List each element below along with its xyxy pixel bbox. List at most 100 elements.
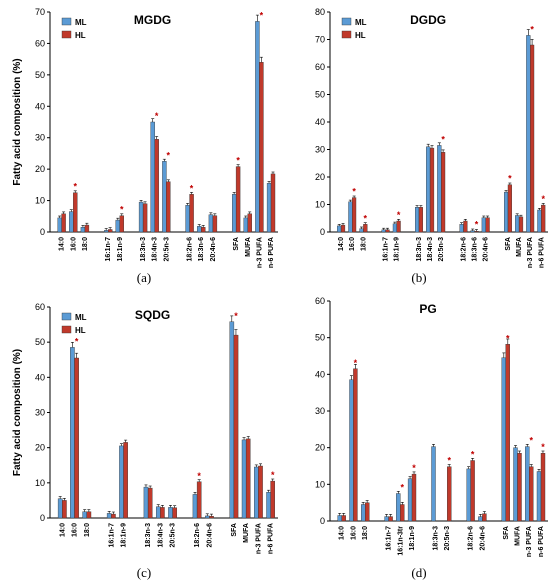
bar-hl <box>411 473 417 522</box>
bar-hl <box>196 481 202 519</box>
bar-ml <box>381 229 386 233</box>
category-label: n-6 PUFA <box>538 237 545 268</box>
significance-star: * <box>190 183 194 193</box>
significance-star: * <box>271 470 275 480</box>
category-label: 18:4n-3 <box>152 237 159 262</box>
y-tick-label: 10 <box>35 478 45 488</box>
y-tick-label: 20 <box>315 172 325 182</box>
category-label: n-3 PUFA <box>255 523 262 554</box>
legend-swatch-hl <box>61 30 72 39</box>
bar-ml <box>384 516 389 522</box>
bar-ml <box>359 228 364 233</box>
bar-ml <box>197 226 202 233</box>
category-label: 18:4n-3 <box>427 237 434 262</box>
significance-star: * <box>412 463 416 473</box>
legend-label-hl: HL <box>75 326 86 335</box>
bar-hl <box>463 220 468 233</box>
significance-star: * <box>541 194 545 204</box>
y-tick-label: 10 <box>315 200 325 210</box>
legend-label-ml: ML <box>75 313 87 322</box>
category-label: 18:2n-6 <box>468 526 475 551</box>
y-tick-label: 50 <box>315 333 325 343</box>
bar-ml <box>168 507 173 519</box>
bar-hl <box>111 513 116 519</box>
bar-ml <box>481 217 486 233</box>
bar-ml <box>470 230 475 233</box>
bar-hl <box>505 344 510 522</box>
category-label: 18:3n-3 <box>140 237 147 262</box>
y-tick-label: 0 <box>320 227 325 237</box>
y-tick-label: 60 <box>35 38 45 48</box>
category-label: 18:3n-3 <box>416 237 423 262</box>
significance-star: * <box>401 483 405 493</box>
bar-hl <box>441 152 446 233</box>
bar-ml <box>437 145 442 233</box>
significance-star: * <box>441 134 445 144</box>
significance-star: * <box>197 471 201 481</box>
y-tick-label: 20 <box>315 443 325 453</box>
category-label: 16:1n-7 <box>105 237 112 262</box>
y-tick-label: 30 <box>315 406 325 416</box>
bar-hl <box>482 513 487 522</box>
bar-hl <box>365 502 370 522</box>
bar-ml <box>266 183 272 233</box>
panel-label: (d) <box>411 565 426 580</box>
bar-hl <box>529 466 534 522</box>
bar-ml <box>143 486 149 519</box>
category-label: MUFA <box>245 237 252 257</box>
category-label: 20:4n-6 <box>210 237 217 262</box>
bar-ml <box>70 347 75 519</box>
chart-title: MGDG <box>134 13 171 27</box>
y-tick-label: 0 <box>320 516 325 526</box>
bar-hl <box>363 224 368 233</box>
y-tick-label: 0 <box>40 227 45 237</box>
bar-ml <box>69 211 74 233</box>
category-label: n-3 PUFA <box>526 526 533 557</box>
chart-title: SQDG <box>135 308 170 322</box>
bar-hl <box>385 229 390 233</box>
category-label: SFA <box>503 526 510 540</box>
category-label: 18:1n-9 <box>121 523 128 548</box>
category-label: 20:4n-6 <box>479 526 486 551</box>
category-label: 18:2n-6 <box>460 237 467 262</box>
y-tick-label: 70 <box>35 7 45 17</box>
y-tick-label: 80 <box>315 7 325 17</box>
bar-ml <box>57 217 62 233</box>
panel-label: (b) <box>411 270 426 285</box>
bar-ml <box>525 446 530 522</box>
bar-ml <box>407 478 413 522</box>
bar-ml <box>82 511 87 519</box>
category-label: n-6 PUFA <box>538 526 545 557</box>
y-tick-label: 20 <box>35 443 45 453</box>
bar-ml <box>337 225 342 233</box>
significance-star: * <box>260 10 264 20</box>
bar-ml <box>115 219 121 233</box>
bar-hl <box>84 224 90 233</box>
bar-ml <box>266 492 271 519</box>
significance-star: * <box>506 333 510 343</box>
bar-hl <box>474 230 479 233</box>
y-tick-label: 0 <box>40 513 45 523</box>
category-label: 18:0 <box>82 237 89 251</box>
bar-ml <box>119 445 124 519</box>
bar-ml <box>515 215 520 233</box>
category-label: 18:3n-3 <box>432 526 439 551</box>
significance-star: * <box>75 336 79 346</box>
y-tick-label: 40 <box>35 101 45 111</box>
bar-hl <box>74 357 79 519</box>
bar-hl <box>62 500 67 519</box>
y-tick-label: 40 <box>35 372 45 382</box>
y-tick-label: 30 <box>35 133 45 143</box>
bar-hl <box>258 465 263 519</box>
category-label: 18:3n-6 <box>198 237 205 262</box>
bar-hl <box>245 438 251 519</box>
bar-hl <box>209 516 214 519</box>
category-label: MUFA <box>516 237 523 257</box>
bar-ml <box>337 515 342 522</box>
category-label: 18:1n-9 <box>409 526 416 551</box>
bar-hl <box>73 192 78 233</box>
significance-star: * <box>354 358 358 368</box>
bar-hl <box>119 215 125 233</box>
bar-hl <box>541 204 546 233</box>
category-label: 18:3n-6 <box>472 237 479 262</box>
